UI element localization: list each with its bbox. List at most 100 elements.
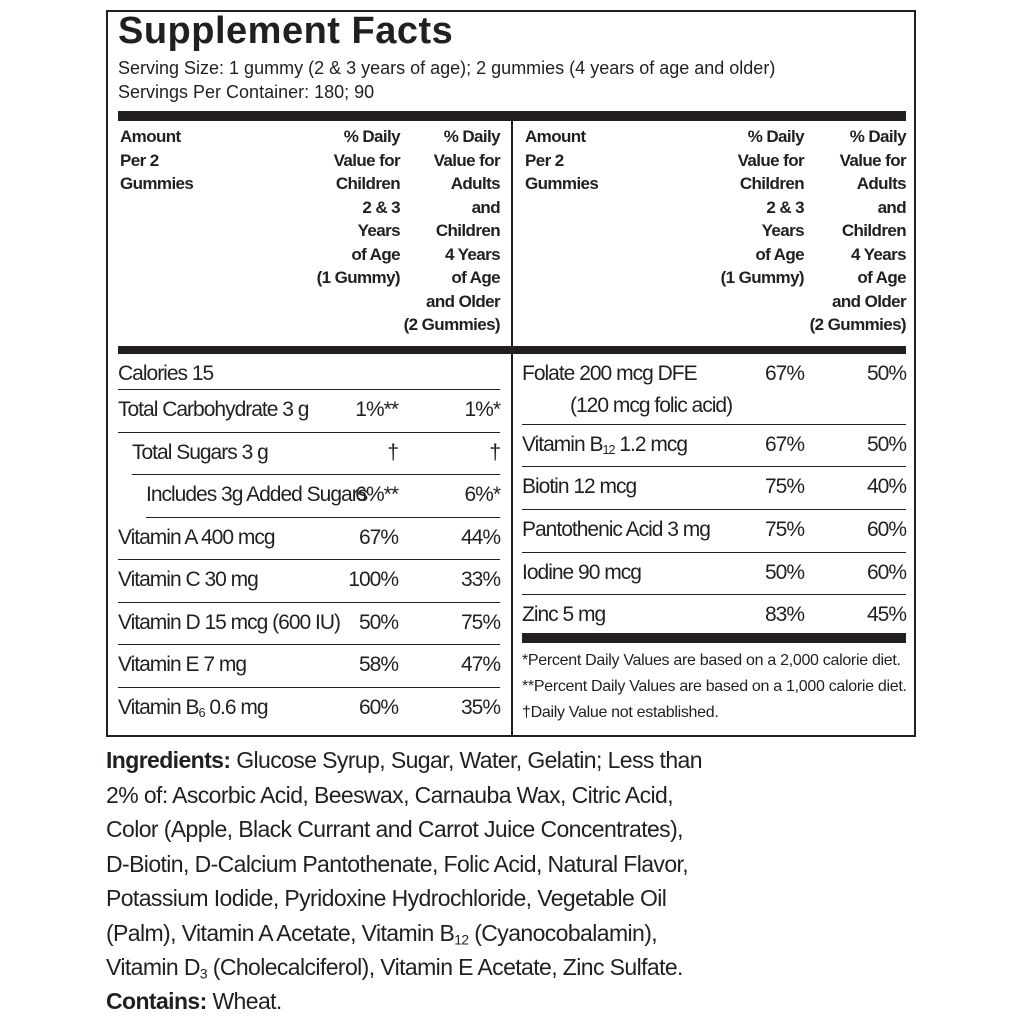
children-dv: 60% [358, 696, 399, 719]
header-line: Per 2 [525, 150, 564, 170]
nutrient-name: Calories 15 [118, 362, 214, 386]
header-line: and Older [832, 291, 907, 311]
nutrient-row: Vitamin D 15 mcg (600 IU) 50% 75% [118, 603, 501, 645]
header-line: of Age [451, 268, 500, 287]
header-line: Amount [120, 127, 181, 146]
header-line: Value for [433, 150, 501, 170]
thick-rule [118, 111, 906, 121]
children-dv: 75% [764, 475, 805, 498]
adults-dv: 75% [460, 611, 501, 634]
header-line: Gummies [525, 174, 599, 193]
header-line: 4 Years [444, 244, 501, 264]
header-amount: Amount Per 2 Gummies [525, 125, 599, 196]
header-line: Children [335, 174, 401, 193]
ingredients-line: D-Biotin, D-Calcium Pantothenate, Folic … [106, 851, 689, 878]
text-segment: (Cyanocobalamin), [468, 919, 658, 946]
header-line: Children [435, 221, 501, 240]
nutrient-row: Includes 3g Added Sugars 6%** 6%* [146, 475, 501, 518]
contains-text: Wheat. [206, 988, 282, 1014]
header-children: % Daily Value for Children 2 & 3 Years of Age… [684, 125, 805, 290]
nutrient-name: Includes 3g Added Sugars [146, 483, 368, 507]
contains-line: Contains: Wheat. [106, 988, 282, 1015]
nutrient-note: (120 mcg folic acid) [570, 394, 733, 417]
nutrient-name: Pantothenic Acid 3 mg [522, 518, 711, 542]
thick-rule [522, 633, 906, 643]
serving-size: Serving Size: 1 gummy (2 & 3 years of ag… [118, 58, 776, 78]
nutrient-row: Calories 15 [118, 354, 500, 390]
servings-per-container: Servings Per Container: 180; 90 [118, 82, 375, 102]
nutrient-name: Vitamin E 7 mg [118, 653, 247, 677]
column-divider [511, 121, 513, 737]
nutrient-name: Vitamin D 15 mcg (600 IU) [118, 611, 341, 635]
text-segment: Vitamin B [118, 696, 199, 719]
header-line: (2 Gummies) [809, 315, 907, 334]
nutrient-row: Total Carbohydrate 3 g 1%** 1%* [118, 390, 501, 433]
title: Supplement Facts [118, 10, 454, 52]
ingredients-line: Color (Apple, Black Currant and Carrot J… [106, 816, 684, 843]
header-line: (2 Gummies) [403, 315, 501, 334]
ingredients-line: 2% of: Ascorbic Acid, Beeswax, Carnauba … [106, 782, 674, 809]
nutrient-name: Folate 200 mcg DFE [522, 362, 698, 386]
adults-dv: 33% [460, 568, 501, 591]
header-line: Value for [839, 150, 907, 170]
ingredients-line: Ingredients: Glucose Syrup, Sugar, Water… [106, 747, 703, 774]
text-segment: Vitamin C 30 mg [118, 568, 259, 591]
header-line: 4 Years [850, 244, 907, 264]
text-segment: Glucose Syrup, Sugar, Water, Gelatin; Le… [230, 747, 702, 773]
nutrient-name: Vitamin C 30 mg [118, 568, 259, 592]
header-line: and [471, 197, 501, 217]
footnote: *Percent Daily Values are based on a 2,0… [522, 652, 901, 669]
adults-dv: 50% [866, 433, 907, 456]
text-segment: Pantothenic Acid 3 mg [522, 518, 711, 541]
adults-dv: 45% [866, 603, 907, 626]
nutrient-name: Biotin 12 mcg [522, 475, 637, 499]
header-line: 2 & 3 [766, 197, 804, 217]
children-dv: 75% [764, 518, 805, 541]
thick-rule [118, 346, 906, 354]
subscript: 3 [199, 966, 208, 982]
subscript: 6 [198, 706, 206, 721]
nutrient-row: Biotin 12 mcg 75% 40% [522, 467, 907, 510]
text-segment: (Palm), Vitamin A Acetate, Vitamin B [106, 919, 455, 946]
text-segment: Vitamin E 7 mg [118, 653, 247, 676]
children-dv: 58% [358, 653, 399, 676]
adults-dv: 35% [460, 696, 501, 719]
header-line: Adults [856, 174, 907, 193]
header-line: Value for [737, 150, 805, 170]
nutrient-name: Total Sugars 3 g [132, 441, 269, 465]
adults-dv: † [489, 441, 501, 464]
adults-dv: 1%* [464, 398, 501, 421]
header-line: of Age [351, 244, 400, 264]
header-line: and Older [426, 291, 501, 311]
text-segment: Color (Apple, Black Currant and Carrot J… [106, 816, 684, 842]
text-segment: (Cholecalciferol), Vitamin E Acetate, Zi… [206, 954, 684, 980]
header-line: % Daily [747, 127, 805, 146]
header-line: (1 Gummy) [720, 268, 805, 287]
text-segment: Iodine 90 mcg [522, 561, 642, 584]
text-segment: Includes 3g Added Sugars [146, 483, 368, 506]
children-dv: 83% [764, 603, 805, 626]
children-dv: 67% [764, 433, 805, 456]
text-segment: Vitamin D [106, 954, 200, 980]
header-adults: % Daily Value for Adults and Children 4 Years… [380, 125, 501, 337]
nutrient-row: Vitamin C 30 mg 100% 33% [118, 560, 501, 603]
adults-dv: 47% [460, 653, 501, 676]
text-segment: Vitamin A 400 mcg [118, 526, 276, 549]
header-line: Value for [333, 150, 401, 170]
nutrient-row: Vitamin A 400 mcg 67% 44% [118, 518, 501, 560]
text-segment: Total Sugars 3 g [132, 441, 269, 464]
ingredients-line: Vitamin D3 (Cholecalciferol), Vitamin E … [106, 954, 683, 981]
header-amount: Amount Per 2 Gummies [120, 125, 194, 196]
header-line: % Daily [443, 127, 501, 146]
header-line: Gummies [120, 174, 194, 193]
nutrient-name: Vitamin A 400 mcg [118, 526, 276, 550]
ingredients-label: Ingredients: [106, 747, 231, 773]
children-dv: 67% [358, 526, 399, 549]
ingredients-line: Potassium Iodide, Pyridoxine Hydrochlori… [106, 885, 667, 912]
nutrient-name: Zinc 5 mg [522, 603, 606, 627]
text-segment: 0.6 mg [204, 696, 268, 719]
children-dv: 6%** [355, 483, 399, 506]
nutrient-row: Folate 200 mcg DFE (120 mcg folic acid) 67… [522, 354, 907, 425]
nutrient-row: Total Sugars 3 g † † [132, 433, 501, 475]
